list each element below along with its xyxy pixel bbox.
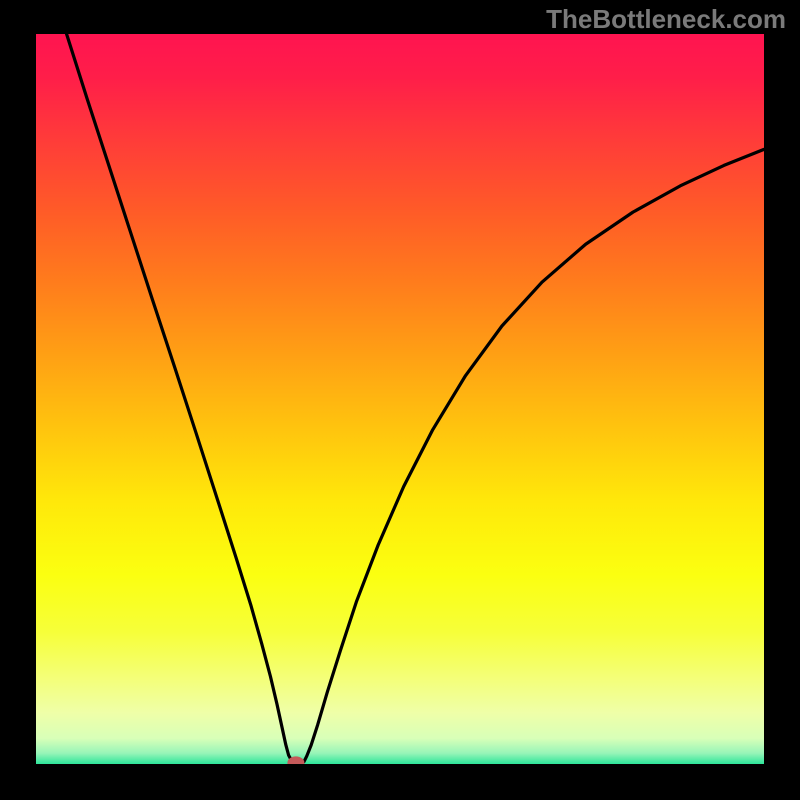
plot-svg	[36, 34, 764, 764]
gradient-background	[36, 34, 764, 764]
watermark-text: TheBottleneck.com	[546, 4, 786, 35]
stage: TheBottleneck.com	[0, 0, 800, 800]
plot-area	[36, 34, 764, 764]
